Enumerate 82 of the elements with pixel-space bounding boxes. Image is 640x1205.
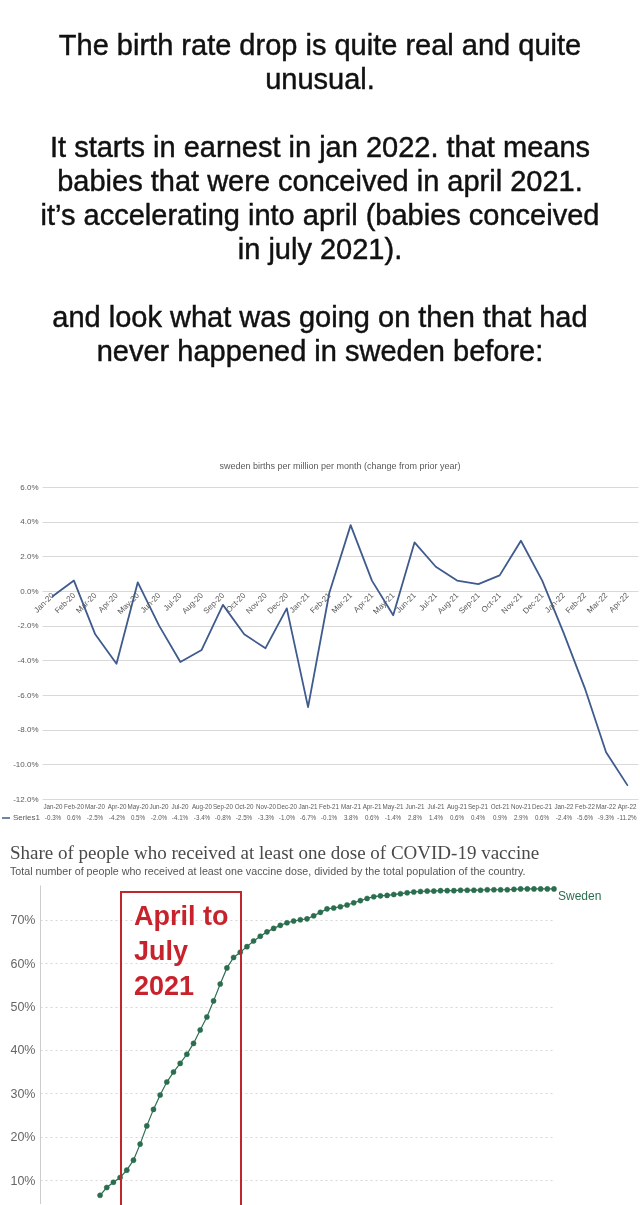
data-label: -2.0% <box>150 813 168 822</box>
x-tick-label: Apr-21 <box>362 802 382 811</box>
annotation: April to July 2021 <box>134 900 230 1003</box>
chart-subtitle: Total number of people who received at least one vaccine dose, divided by the total population of the country. <box>9 865 526 878</box>
x-tick-label: Jan-20 <box>43 802 63 811</box>
data-label: -1.4% <box>385 813 402 822</box>
data-label: -3.4% <box>193 813 210 822</box>
x-tick-label: Jun-20 <box>149 802 169 811</box>
y-tick-label: -10.0% <box>13 759 39 769</box>
data-label: -9.3% <box>597 813 615 822</box>
x-tick-label: Oct-21 <box>490 802 510 811</box>
x-tick-label: Jul-21 <box>427 802 445 811</box>
data-label: 0.6% <box>535 813 550 822</box>
y-tick-label: -2.0% <box>17 621 39 631</box>
x-tick-label: Sep-21 <box>468 802 489 811</box>
legend-label: Series1 <box>12 813 41 822</box>
data-label: -0.3% <box>44 813 61 822</box>
x-tick-label: Mar-21 <box>340 802 361 811</box>
data-label: -0.8% <box>214 813 232 822</box>
data-label: 2.8% <box>407 813 422 822</box>
x-tick-label: Aug-20 <box>191 802 212 811</box>
chart-title: Share of people who received at least one dose of COVID-19 vaccine <box>9 842 540 864</box>
text: and look what was going on then that had never happened in sweden before: <box>51 300 589 368</box>
data-label: -2.4% <box>555 813 572 822</box>
x-tick-label: Sep-20 <box>212 802 233 811</box>
data-label: -11.2% <box>617 813 637 822</box>
y-tick-label: 20% <box>10 1130 36 1145</box>
data-label: -1.0% <box>278 813 295 822</box>
y-tick-label: 10% <box>10 1173 36 1188</box>
x-tick-label: Jul-20 <box>171 802 189 811</box>
data-label: 3.8% <box>343 813 358 822</box>
x-tick-label: Feb-20 <box>64 802 84 811</box>
data-label: -6.7% <box>299 813 317 822</box>
chart-title: sweden births per million per month (change from prior year) <box>219 461 461 471</box>
y-tick-label: 6.0% <box>20 482 39 492</box>
data-label: 0.9% <box>492 813 507 822</box>
data-label: 0.5% <box>130 813 145 822</box>
y-tick-label: 4.0% <box>20 517 39 527</box>
data-label: 0.6% <box>449 813 465 822</box>
x-tick-label: May-20 <box>127 802 149 811</box>
x-tick-label: Dec-21 <box>532 802 553 811</box>
x-tick-label: Feb-22 <box>574 802 595 811</box>
x-tick-label: Mar-22 <box>596 802 616 811</box>
y-tick-label: -12.0% <box>13 794 39 804</box>
y-tick-label: 0.0% <box>20 586 39 596</box>
data-label: -3.3% <box>257 813 274 822</box>
x-tick-label: Oct-20 <box>234 802 254 811</box>
data-label: 0.6% <box>364 813 380 822</box>
x-tick-label: Nov-20 <box>255 802 276 811</box>
data-label: -4.2% <box>108 813 125 822</box>
text: It starts in earnest in jan 2022. that means babies that were conceived in april 2021. it’s accelerating into april (babies conceived in july 2021). <box>39 130 601 266</box>
y-tick-label: -8.0% <box>17 725 39 735</box>
y-tick-label: 30% <box>10 1086 36 1101</box>
x-tick-label: Apr-22 <box>617 802 637 811</box>
text: The birth rate drop is quite real and quite unusual. <box>57 28 583 96</box>
y-tick-label: 2.0% <box>20 551 39 561</box>
data-label: 2.9% <box>513 813 529 822</box>
data-label: 0.4% <box>471 813 486 822</box>
x-tick-label: Dec-20 <box>276 802 297 811</box>
data-label: -0.1% <box>321 813 338 822</box>
x-tick-label: Jan-21 <box>298 802 318 811</box>
x-tick-label: Aug-21 <box>447 802 468 811</box>
y-tick-label: -6.0% <box>17 690 39 700</box>
data-label: -4.1% <box>172 813 189 822</box>
x-tick-label: Jan-22 <box>553 802 574 811</box>
data-label: -2.5% <box>87 813 104 822</box>
x-tick-label: Jun-21 <box>404 802 425 811</box>
y-tick-label: 70% <box>10 913 36 928</box>
y-tick-label: 50% <box>10 1000 36 1015</box>
x-tick-label: Apr-20 <box>107 802 126 811</box>
y-tick-label: 60% <box>10 956 36 971</box>
x-tick-label: Feb-21 <box>319 802 340 811</box>
x-tick-label: May-21 <box>382 802 404 811</box>
data-label: 1.4% <box>428 813 443 822</box>
data-label: 0.6% <box>66 813 82 822</box>
x-tick-label: Mar-20 <box>85 802 106 811</box>
series-label: Sweden <box>558 888 602 903</box>
y-tick-label: -4.0% <box>17 655 39 665</box>
x-tick-label: Nov-21 <box>510 802 531 811</box>
data-label: -2.5% <box>236 813 253 822</box>
data-label: -5.6% <box>576 813 593 822</box>
y-tick-label: 40% <box>10 1043 36 1058</box>
